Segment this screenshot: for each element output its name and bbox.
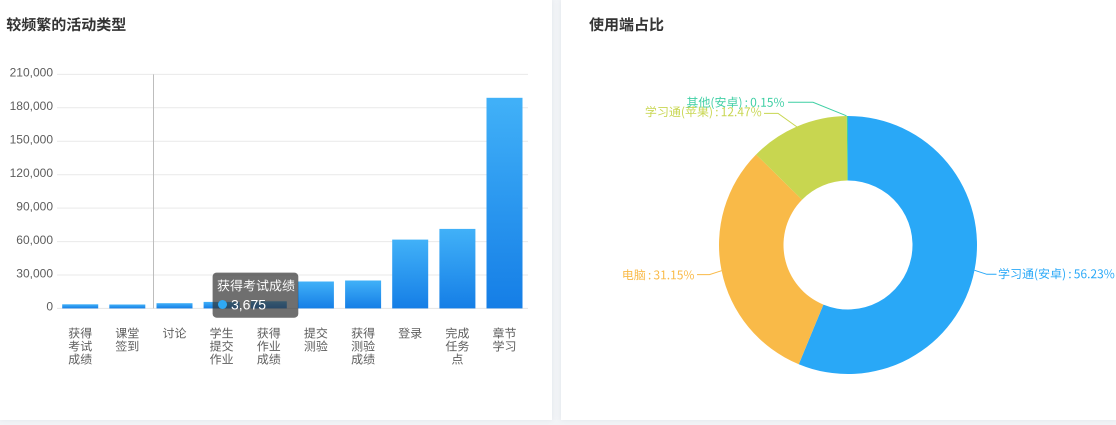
svg-text:3,675: 3,675: [231, 297, 266, 313]
svg-text:90,000: 90,000: [16, 199, 53, 213]
svg-text:210,000: 210,000: [10, 66, 54, 80]
svg-text:120,000: 120,000: [10, 166, 54, 180]
svg-text:0: 0: [46, 300, 53, 314]
svg-text:150,000: 150,000: [10, 133, 54, 147]
svg-text:180,000: 180,000: [10, 99, 54, 113]
svg-text:30,000: 30,000: [16, 266, 53, 280]
svg-text:60,000: 60,000: [16, 233, 53, 247]
